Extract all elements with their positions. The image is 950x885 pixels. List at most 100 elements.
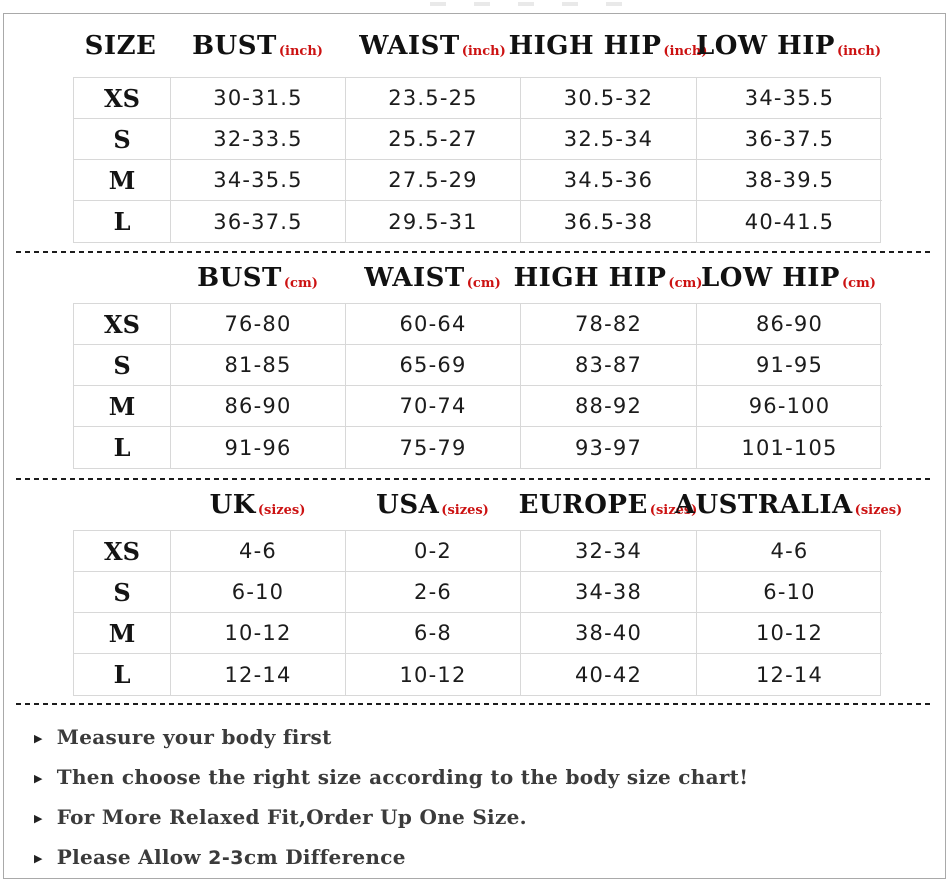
triangle-bullet-icon: ▶ xyxy=(34,732,43,745)
size-table-cm: XS 76-80 60-64 78-82 86-90 S 81-85 65-69… xyxy=(73,303,882,469)
triangle-bullet-icon: ▶ xyxy=(34,772,43,785)
value-cell: 34-38 xyxy=(521,572,697,613)
column-header-size: SIZE xyxy=(73,33,170,59)
value-cell: 86-90 xyxy=(171,386,346,427)
value-cell: 29.5-31 xyxy=(346,201,521,242)
value-cell: 36-37.5 xyxy=(697,119,882,160)
size-label: M xyxy=(74,386,171,427)
value-cell: 91-95 xyxy=(697,345,882,386)
column-header-label: HIGH HIP xyxy=(508,30,662,61)
value-cell: 93-97 xyxy=(521,427,697,468)
value-cell: 38-40 xyxy=(521,613,697,654)
size-label: XS xyxy=(74,304,171,345)
column-header-unit: (sizes) xyxy=(257,503,306,518)
clipped-title-remnant xyxy=(430,2,630,6)
header-row-cm: BUST (cm) WAIST (cm) HIGH HIP (cm) LOW HIP(… xyxy=(73,253,945,303)
value-cell: 86-90 xyxy=(697,304,882,345)
note-item: ▶ For More Relaxed Fit,Order Up One Size. xyxy=(34,806,945,832)
value-cell: 6-8 xyxy=(346,613,521,654)
size-label: S xyxy=(74,572,171,613)
value-cell: 81-85 xyxy=(171,345,346,386)
size-label: M xyxy=(74,613,171,654)
column-header-usa: USA (sizes) xyxy=(345,492,520,518)
column-header-bust-cm: BUST (cm) xyxy=(170,265,345,291)
value-cell: 10-12 xyxy=(346,654,521,695)
value-cell: 10-12 xyxy=(171,613,346,654)
value-cell: 25.5-27 xyxy=(346,119,521,160)
value-cell: 91-96 xyxy=(171,427,346,468)
size-label: XS xyxy=(74,531,171,572)
value-cell: 60-64 xyxy=(346,304,521,345)
value-cell: 78-82 xyxy=(521,304,697,345)
value-cell: 12-14 xyxy=(755,662,824,687)
column-header-bust-inch: BUST (inch) xyxy=(170,33,345,59)
sizing-notes: ▶ Measure your body first ▶ Then choose th… xyxy=(4,705,945,872)
note-text: Measure your body first xyxy=(56,725,332,749)
column-header-waist-cm: WAIST (cm) xyxy=(345,265,520,291)
column-header-empty xyxy=(73,278,170,279)
value-cell: 2-6 xyxy=(346,572,521,613)
value-cell: 32-33.5 xyxy=(171,119,346,160)
column-header-unit: (inch) xyxy=(663,43,708,59)
note-text-prefix: Please Allow xyxy=(56,845,209,869)
value-cell: 40-42 xyxy=(521,654,697,695)
column-header-unit xyxy=(156,58,158,59)
column-header-label: AUSTRALIA xyxy=(674,490,853,520)
column-header-low-hip-inch: LOW HIP (inch) xyxy=(696,33,881,59)
value-cell: 4-6 xyxy=(171,531,346,572)
triangle-bullet-icon: ▶ xyxy=(34,852,43,865)
column-header-unit: (sizes) xyxy=(649,503,698,518)
value-cell: 34-35.5 xyxy=(171,160,346,201)
size-label: XS xyxy=(74,78,171,119)
value-cell: 32.5-34 xyxy=(521,119,697,160)
value-cell: 30.5-32 xyxy=(521,78,697,119)
value-cell: 34-35.5 xyxy=(697,78,882,119)
dashed-divider xyxy=(16,478,933,480)
size-label: L xyxy=(74,201,171,242)
dashed-divider xyxy=(16,703,933,705)
value-cell: 4-6 xyxy=(697,531,882,572)
column-header-high-hip-cm: HIGH HIP (cm) xyxy=(514,265,703,291)
column-header-unit: (cm) xyxy=(466,276,501,291)
value-cell: 40-41.5 xyxy=(744,209,835,234)
value-cell: 23.5-25 xyxy=(346,78,521,119)
note-text-suffix: cm Difference xyxy=(244,845,406,869)
column-header-unit: (cm) xyxy=(841,276,876,291)
column-header-label: WAIST xyxy=(359,30,460,61)
value-cell: 101-105 xyxy=(741,435,838,460)
value-cell: 75-79 xyxy=(346,427,521,468)
column-header-unit: (inch) xyxy=(836,43,882,59)
value-cell: 6-10 xyxy=(697,572,882,613)
column-header-unit: (sizes) xyxy=(854,503,903,518)
value-cell: 10-12 xyxy=(697,613,882,654)
column-header-unit: (cm) xyxy=(283,276,318,291)
column-header-unit: (inch) xyxy=(278,43,323,59)
column-header-waist-inch: WAIST (inch) xyxy=(345,33,520,59)
column-header-label: EUROPE xyxy=(518,490,648,520)
column-header-label: UK xyxy=(209,490,256,520)
size-chart-frame: SIZE BUST (inch) WAIST (inch) HIGH HIP (inc… xyxy=(3,13,946,879)
size-label: S xyxy=(74,119,171,160)
note-text: Then choose the right size according to … xyxy=(56,765,749,789)
value-cell: 6-10 xyxy=(171,572,346,613)
column-header-label: USA xyxy=(376,490,440,520)
column-header-australia: AUSTRALIA (sizes) xyxy=(675,492,902,518)
value-cell: 76-80 xyxy=(171,304,346,345)
dashed-divider xyxy=(16,251,933,253)
note-item: ▶ Please Allow 2-3cm Difference xyxy=(34,846,945,872)
value-cell: 88-92 xyxy=(521,386,697,427)
column-header-unit: (sizes) xyxy=(441,503,489,518)
column-header-europe: EUROPE (sizes) xyxy=(518,490,698,520)
header-row-inch: SIZE BUST (inch) WAIST (inch) HIGH HIP (inc… xyxy=(73,14,945,77)
value-cell: 34.5-36 xyxy=(521,160,697,201)
size-table-international: XS 4-6 0-2 32-34 4-6 S 6-10 2-6 34-38 6-… xyxy=(73,530,882,696)
column-header-unit xyxy=(121,505,123,506)
column-header-unit: (inch) xyxy=(461,43,506,59)
column-header-unit xyxy=(121,278,123,279)
value-cell: 70-74 xyxy=(346,386,521,427)
column-header-label: HIGH HIP xyxy=(513,263,667,293)
value-cell: 65-69 xyxy=(346,345,521,386)
value-cell: 38-39.5 xyxy=(697,160,882,201)
value-cell: 32-34 xyxy=(521,531,697,572)
size-label: L xyxy=(74,654,171,695)
